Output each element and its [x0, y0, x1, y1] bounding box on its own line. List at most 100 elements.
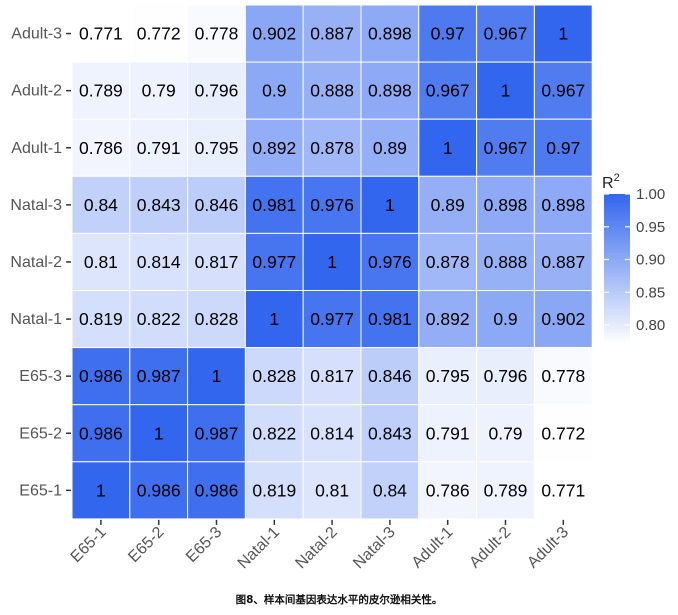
- y-tick-label: Adult-1: [11, 140, 62, 157]
- heatmap-cell: [476, 118, 535, 177]
- heatmap-cell: [533, 290, 593, 349]
- heatmap-cell: [187, 232, 246, 291]
- cell-value-label: 0.887: [310, 24, 354, 44]
- heatmap-cell: [302, 290, 362, 349]
- heatmap-cell: [187, 175, 246, 234]
- cell-value-label: 0.898: [541, 195, 585, 215]
- cell-value-label: 0.892: [426, 309, 470, 329]
- heatmap-cell: [129, 404, 189, 463]
- heatmap-cell: [71, 290, 131, 349]
- cell-value-label: 0.981: [368, 309, 412, 329]
- heatmap-cell: [129, 232, 189, 291]
- heatmap-cell: [476, 347, 535, 406]
- cell-value-label: 0.795: [426, 366, 470, 386]
- heatmap-cell: [302, 461, 362, 520]
- cell-value-label: 0.84: [373, 480, 407, 500]
- heatmap-cell: [71, 118, 131, 177]
- cell-value-label: 0.898: [368, 81, 412, 101]
- cell-value-label: 0.97: [431, 24, 465, 44]
- legend-tick-label: 1.00: [636, 186, 665, 203]
- legend-title: R2: [602, 172, 620, 192]
- cell-value-label: 0.986: [79, 423, 123, 443]
- heatmap-cell: [533, 347, 593, 406]
- cell-value-label: 0.771: [79, 24, 123, 44]
- cell-value-label: 0.967: [484, 24, 528, 44]
- y-tick-label: Adult-3: [11, 26, 62, 43]
- cell-value-label: 0.887: [541, 252, 585, 272]
- cell-value-label: 0.778: [541, 366, 585, 386]
- cell-value-label: 0.878: [426, 252, 470, 272]
- y-tick-label: E65-2: [19, 425, 62, 442]
- heatmap-cell: [187, 118, 246, 177]
- heatmap-cell: [71, 347, 131, 406]
- y-tick-label: E65-3: [19, 368, 62, 385]
- cell-value-label: 0.814: [310, 423, 354, 443]
- heatmap-cell: [129, 347, 189, 406]
- legend-tick-label: 0.85: [636, 284, 665, 301]
- cell-value-label: 1: [558, 24, 568, 44]
- heatmap-cell: [244, 347, 304, 406]
- cell-value-label: 0.828: [252, 366, 296, 386]
- heatmap-cell: [533, 61, 593, 120]
- cell-value-label: 0.772: [137, 24, 181, 44]
- cell-value-label: 1: [501, 81, 511, 101]
- cell-value-label: 1: [327, 252, 337, 272]
- heatmap-cell: [418, 61, 478, 120]
- heatmap-cell: [476, 61, 535, 120]
- cell-value-label: 0.9: [262, 81, 286, 101]
- heatmap-cell: [302, 232, 362, 291]
- heatmap-cell: [71, 61, 131, 120]
- cell-value-label: 0.771: [541, 480, 585, 500]
- heatmap-cell: [187, 4, 246, 63]
- cell-value-label: 0.967: [484, 138, 528, 158]
- cell-value-label: 0.986: [195, 480, 239, 500]
- cell-value-label: 0.898: [368, 24, 412, 44]
- cell-value-label: 0.822: [252, 423, 296, 443]
- cell-value-label: 0.796: [195, 81, 239, 101]
- heatmap-cell: [360, 290, 420, 349]
- cell-value-label: 0.878: [310, 138, 354, 158]
- cell-value-label: 0.902: [541, 309, 585, 329]
- heatmap-cell: [129, 175, 189, 234]
- heatmap-cell: [418, 232, 478, 291]
- cell-value-label: 0.843: [368, 423, 412, 443]
- cell-value-label: 0.981: [252, 195, 296, 215]
- heatmap-cell: [71, 404, 131, 463]
- cell-value-label: 0.814: [137, 252, 181, 272]
- heatmap-cell: [71, 4, 131, 63]
- cell-value-label: 0.789: [484, 480, 528, 500]
- cell-value-label: 0.79: [142, 81, 176, 101]
- cell-value-label: 0.817: [310, 366, 354, 386]
- heatmap-cell: [244, 461, 304, 520]
- cell-value-label: 0.976: [368, 252, 412, 272]
- heatmap-cell: [129, 290, 189, 349]
- cell-value-label: 0.987: [195, 423, 239, 443]
- cell-value-label: 0.89: [373, 138, 407, 158]
- cell-value-label: 0.791: [426, 423, 470, 443]
- y-tick-label: Adult-2: [11, 83, 62, 100]
- cell-value-label: 1: [96, 480, 106, 500]
- heatmap-cell: [476, 232, 535, 291]
- cell-value-label: 0.828: [195, 309, 239, 329]
- cell-value-label: 0.898: [484, 195, 528, 215]
- heatmap-cell: [302, 347, 362, 406]
- heatmap-cell: [533, 118, 593, 177]
- cell-value-label: 0.986: [79, 366, 123, 386]
- cell-value-label: 0.976: [310, 195, 354, 215]
- cell-value-label: 0.819: [252, 480, 296, 500]
- cell-value-label: 1: [385, 195, 395, 215]
- cell-value-label: 0.902: [252, 24, 296, 44]
- y-tick-label: Natal-3: [10, 197, 62, 214]
- heatmap-cell: [476, 461, 535, 520]
- legend-tick-label: 0.95: [636, 219, 665, 236]
- cell-value-label: 0.79: [488, 423, 522, 443]
- heatmap-cell: [476, 175, 535, 234]
- heatmap-cell: [187, 290, 246, 349]
- cell-value-label: 0.888: [310, 81, 354, 101]
- heatmap-cell: [244, 175, 304, 234]
- heatmap-cell: [244, 404, 304, 463]
- heatmap-cell: [533, 175, 593, 234]
- cell-value-label: 0.822: [137, 309, 181, 329]
- heatmap-cell: [533, 232, 593, 291]
- cell-value-label: 0.778: [195, 24, 239, 44]
